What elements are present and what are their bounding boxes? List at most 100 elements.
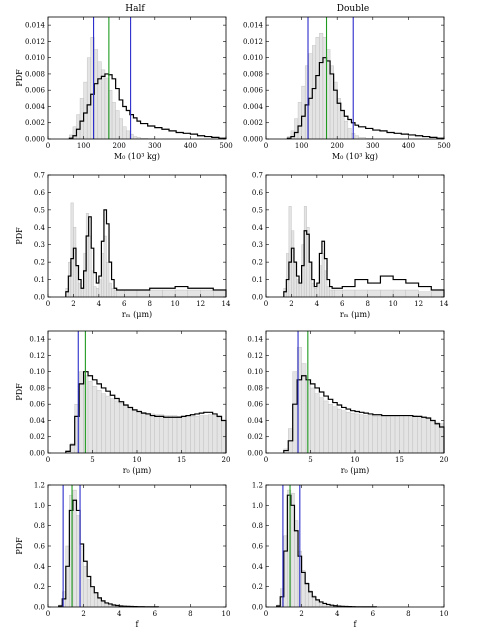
y-tick-label: 0.4	[252, 563, 264, 571]
y-axis-label: PDF	[15, 69, 24, 87]
x-tick-label: 4	[97, 300, 102, 308]
hist-bar	[329, 289, 333, 298]
x-tick-label: 6	[371, 610, 376, 618]
y-tick-label: 0.14	[247, 336, 263, 344]
x-axis-label: M₀ (10³ kg)	[114, 152, 160, 161]
hist-bar	[412, 415, 418, 454]
y-axis-label: PDF	[15, 537, 24, 555]
x-tick-label: 400	[402, 142, 415, 150]
x-tick-label: 20	[222, 456, 231, 464]
hist-bar	[104, 77, 109, 140]
hist-bar	[403, 415, 409, 454]
x-tick-label: 5	[308, 456, 312, 464]
y-tick-label: 0.06	[247, 401, 263, 409]
x-axis-label: r₀ (μm)	[123, 466, 152, 475]
y-tick-label: 0.2	[34, 583, 45, 591]
hist-bar	[439, 423, 445, 454]
hist-bar	[372, 416, 378, 454]
y-tick-label: 1.2	[252, 482, 263, 490]
x-tick-label: 14	[222, 300, 231, 308]
hist-bar	[141, 412, 147, 454]
hist-bar	[426, 418, 431, 454]
hist-bar	[328, 404, 333, 454]
y-tick-label: 0.08	[29, 384, 45, 392]
x-tick-label: 0	[46, 610, 50, 618]
y-tick-label: 0.014	[25, 22, 46, 30]
y-tick-label: 0.00	[247, 450, 263, 458]
hist-bar	[431, 291, 445, 298]
y-tick-label: 1.0	[252, 502, 263, 510]
hist-bar	[430, 420, 436, 454]
hist-bar	[207, 414, 213, 454]
y-tick-label: 0.010	[25, 54, 45, 62]
hist-bar	[310, 387, 316, 454]
y-tick-label: 0.4	[252, 224, 264, 232]
panel-4: 0 5 10 15 20 0.00 0.02 0.04 0.06 0.08 0.10 0.12 0.14…	[15, 330, 231, 475]
step-outline	[58, 499, 159, 608]
hist-bar	[359, 414, 365, 454]
hist-bar	[167, 415, 173, 454]
y-tick-label: 0.002	[243, 119, 263, 127]
hist-bar	[394, 416, 400, 454]
y-tick-label: 1.0	[34, 502, 45, 510]
hist-bar	[408, 415, 414, 454]
y-tick-label: 0.2	[252, 583, 263, 591]
y-tick-label: 0.014	[243, 22, 264, 30]
hist-bar	[126, 130, 131, 140]
x-tick-label: 0	[46, 456, 50, 464]
y-tick-label: 0.08	[247, 384, 263, 392]
y-tick-label: 0.3	[252, 241, 263, 249]
hist-bar	[344, 120, 349, 140]
y-tick-label: 0.012	[243, 38, 263, 46]
y-tick-label: 0.6	[252, 189, 264, 197]
hist-bar	[194, 416, 200, 454]
hist-bar	[118, 403, 124, 454]
y-tick-label: 0.006	[243, 87, 264, 95]
hist-bar	[124, 289, 138, 298]
y-tick-label: 0.2	[252, 259, 263, 267]
hist-bar	[185, 416, 191, 454]
hist-bar	[216, 417, 222, 454]
y-tick-label: 0.0	[34, 604, 45, 612]
y-tick-label: 0.008	[243, 70, 263, 78]
x-tick-label: 8	[188, 610, 192, 618]
hist-bar	[162, 289, 176, 298]
hist-bar	[187, 289, 201, 298]
x-tick-label: 200	[113, 142, 126, 150]
x-tick-label: 15	[177, 456, 186, 464]
hist-bar	[199, 415, 204, 454]
panel-5: 0 5 10 15 20 0.00 0.02 0.04 0.06 0.08 0.10 0.12 0.14…	[247, 330, 448, 475]
hist-bar	[350, 412, 356, 454]
hist-bar	[291, 230, 295, 298]
hist-bar	[190, 416, 196, 454]
x-axis-label: rₘ (μm)	[340, 310, 370, 319]
hist-bar	[92, 386, 98, 454]
hist-bar	[203, 415, 209, 454]
y-tick-label: 0.04	[247, 417, 263, 425]
x-tick-label: 12	[196, 300, 205, 308]
step-outline	[276, 494, 377, 608]
hist-bar	[123, 405, 129, 454]
x-axis-label: r₀ (μm)	[341, 466, 370, 475]
y-tick-label: 0.006	[25, 87, 46, 95]
hist-bar	[342, 289, 356, 298]
y-tick-label: 0.008	[25, 70, 45, 78]
column-title-double: Double	[337, 4, 369, 14]
hist-bar	[113, 289, 117, 298]
y-tick-label: 0.02	[29, 433, 45, 441]
hist-bar	[341, 410, 347, 454]
hist-bar	[301, 363, 307, 454]
y-tick-label: 0.0	[252, 604, 263, 612]
y-tick-label: 0.6	[34, 189, 46, 197]
x-tick-label: 14	[440, 300, 449, 308]
y-tick-label: 0.00	[29, 450, 45, 458]
x-axis-label: f	[136, 620, 140, 629]
y-tick-label: 0.6	[252, 543, 264, 551]
x-tick-label: 10	[389, 300, 398, 308]
y-tick-label: 0.004	[25, 103, 46, 111]
hist-bar	[418, 291, 432, 298]
hist-bar	[105, 395, 111, 454]
x-tick-label: 2	[71, 300, 75, 308]
hist-bar	[399, 415, 405, 454]
panel-2: 0 2 4 6 8 10 12 14 0.0 0.1 0.2 0.3 0.4 0.5 0.6 0.7 rₘ (μ…	[15, 172, 231, 320]
